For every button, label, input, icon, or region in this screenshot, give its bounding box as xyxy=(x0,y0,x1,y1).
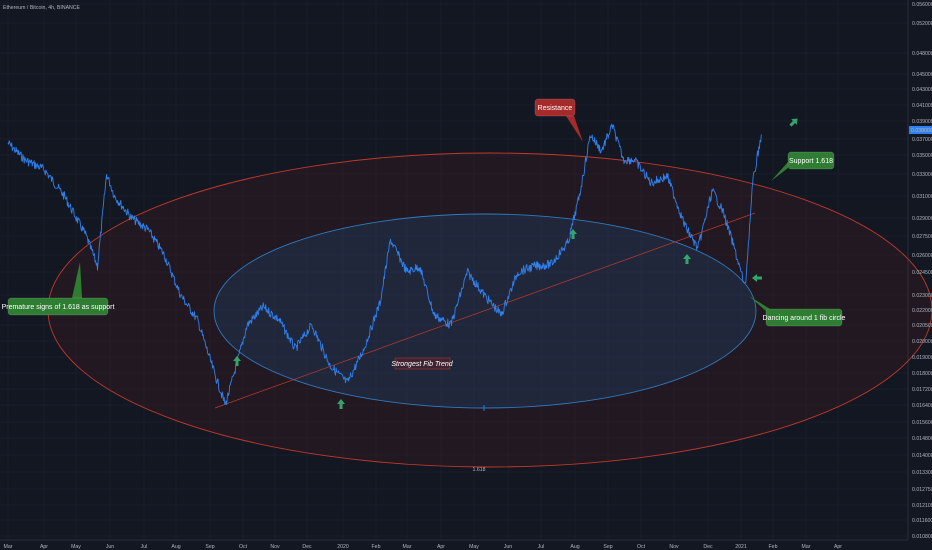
up-arrow-icon xyxy=(752,274,762,282)
symbol-header: Ethereum / Bitcoin, 4h, BINANCE xyxy=(3,5,81,11)
x-tick-label: Aug xyxy=(570,544,579,550)
y-tick-label: 0.01330000 xyxy=(912,470,932,476)
up-arrow-icon xyxy=(233,356,241,366)
x-tick-label: Oct xyxy=(637,544,646,550)
trend-label-box xyxy=(394,357,451,370)
dancing-callout-box xyxy=(765,308,843,327)
up-arrow-icon xyxy=(683,254,691,264)
y-tick-label: 0.01160000 xyxy=(912,518,932,524)
y-tick-label: 0.01640000 xyxy=(912,403,932,409)
last-price-marker xyxy=(909,126,932,134)
x-tick-label: Oct xyxy=(239,544,248,550)
resistance-callout-label: Resistance xyxy=(538,105,573,112)
grid xyxy=(0,0,908,540)
x-tick-label: May xyxy=(71,544,81,550)
y-tick-label: 0.02750000 xyxy=(912,234,932,240)
x-tick-label: Jul xyxy=(141,544,148,550)
x-tick-label: May xyxy=(469,544,479,550)
x-tick-label: Jun xyxy=(106,544,114,550)
fib-level-label: 1.618 xyxy=(473,467,486,473)
x-tick-label: Mar xyxy=(802,544,811,550)
y-tick-label: 0.02600000 xyxy=(912,253,932,259)
y-tick-label: 0.02050000 xyxy=(912,323,932,329)
premature-callout-pointer xyxy=(72,262,82,298)
y-tick-label: 0.01720000 xyxy=(912,387,932,393)
x-tick-label: Jun xyxy=(504,544,512,550)
support-callout-label: Support 1.618 xyxy=(789,158,833,165)
resistance-callout-box xyxy=(534,98,576,117)
x-tick-label: 2021 xyxy=(735,544,747,550)
x-tick-label: Jul xyxy=(538,544,545,550)
y-tick-label: 0.02300000 xyxy=(912,293,932,299)
x-tick-label: 2020 xyxy=(337,544,349,550)
y-tick-label: 0.01080000 xyxy=(912,534,932,540)
dancing-callout-pointer xyxy=(749,296,770,311)
y-tick-label: 0.01800000 xyxy=(912,371,932,377)
y-tick-label: 0.05200000 xyxy=(912,21,932,27)
y-tick-label: 0.03300000 xyxy=(912,172,932,178)
y-tick-label: 0.05600000 xyxy=(912,2,932,8)
premature-callout-box xyxy=(7,297,109,316)
x-tick-label: Mar xyxy=(403,544,412,550)
y-tick-label: 0.02200000 xyxy=(912,308,932,314)
x-tick-label: Apr xyxy=(437,544,445,550)
y-tick-label: 0.03100000 xyxy=(912,194,932,200)
x-tick-label: Dec xyxy=(302,544,312,550)
y-tick-label: 0.02900000 xyxy=(912,216,932,222)
trend-label: Strongest Fib Trend xyxy=(391,361,453,368)
x-tick-label: Nov xyxy=(669,544,679,550)
up-arrow-icon xyxy=(337,399,345,409)
dancing-callout-label: Dancing around 1 fib circle xyxy=(763,315,846,322)
resistance-callout-pointer xyxy=(566,116,583,142)
y-tick-label: 0.01900000 xyxy=(912,355,932,361)
support-callout-pointer xyxy=(771,162,788,181)
y-tick-label: 0.01400000 xyxy=(912,453,932,459)
fib-trend-line xyxy=(214,212,756,409)
x-tick-label: Mar xyxy=(4,544,13,550)
y-tick-label: 0.01210000 xyxy=(912,503,932,509)
support-callout-box xyxy=(787,151,835,170)
y-tick-label: 0.03500000 xyxy=(912,153,932,159)
y-tick-label: 0.02000000 xyxy=(912,339,932,345)
premature-callout-label: Premature signs of 1.618 as support xyxy=(2,304,115,311)
x-tick-label: Apr xyxy=(834,544,842,550)
x-tick-label: Sep xyxy=(205,544,214,550)
y-tick-label: 0.02450000 xyxy=(912,270,932,276)
x-tick-label: Aug xyxy=(171,544,180,550)
y-tick-label: 0.04100000 xyxy=(912,103,932,109)
y-tick-label: 0.04300000 xyxy=(912,87,932,93)
y-tick-label: 0.03700000 xyxy=(912,137,932,143)
y-tick-label: 0.04800000 xyxy=(912,51,932,57)
y-tick-label: 0.04500000 xyxy=(912,72,932,78)
up-arrow-icon xyxy=(789,118,798,127)
y-tick-label: 0.01560000 xyxy=(912,420,932,426)
x-tick-label: Dec xyxy=(703,544,713,550)
x-tick-label: Nov xyxy=(270,544,280,550)
x-tick-label: Sep xyxy=(603,544,612,550)
up-arrow-icon xyxy=(569,229,577,239)
last-price-label: 0.03800000 xyxy=(911,128,932,134)
price-series-line xyxy=(7,123,762,406)
x-tick-label: Feb xyxy=(769,544,778,550)
y-tick-label: 0.01480000 xyxy=(912,436,932,442)
y-tick-label: 0.03900000 xyxy=(912,119,932,125)
x-tick-label: Apr xyxy=(40,544,48,550)
y-tick-label: 0.01275000 xyxy=(912,487,932,493)
x-tick-label: Feb xyxy=(372,544,381,550)
